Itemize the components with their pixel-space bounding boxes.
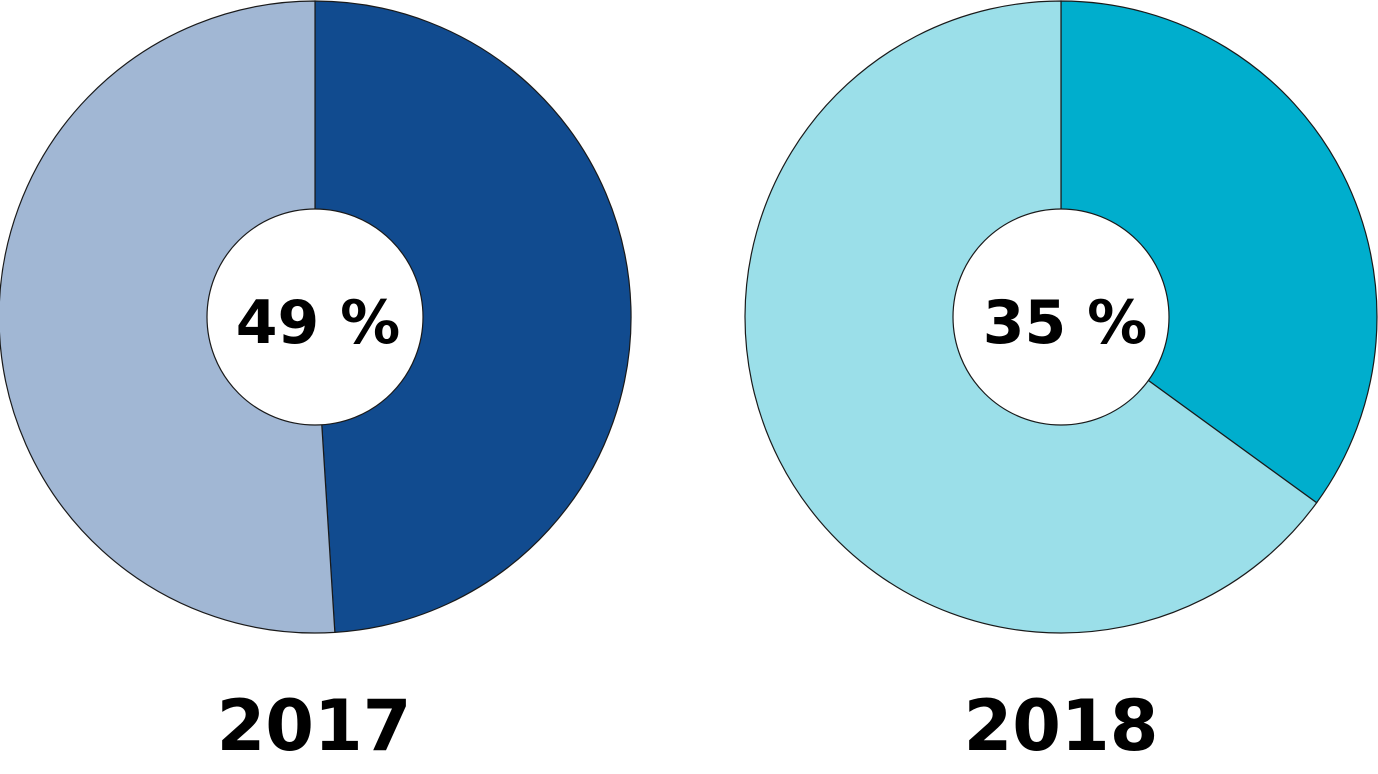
year-label-2017: 2017 — [217, 685, 412, 767]
year-label-2018: 2018 — [964, 685, 1159, 767]
pie-slice-2017-1 — [0, 0, 336, 634]
pie-slice-2017-0 — [314, 0, 632, 634]
pie-slice-2018-0 — [1060, 0, 1378, 504]
donut-hole-2017 — [206, 208, 424, 426]
donut-chart-2018 — [744, 0, 1378, 634]
center-label-2017: 49 % — [236, 288, 401, 358]
donut-hole-2018 — [952, 208, 1170, 426]
center-label-2018: 35 % — [983, 288, 1148, 358]
donut-chart-2017 — [0, 0, 632, 634]
